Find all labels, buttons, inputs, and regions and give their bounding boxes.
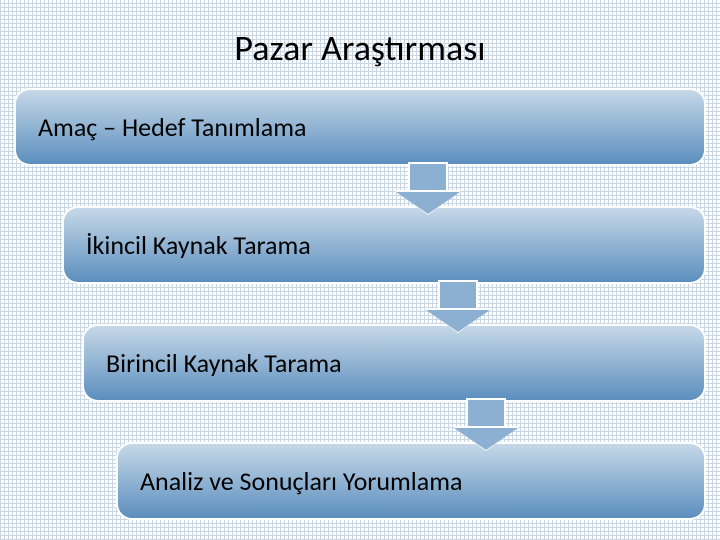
slide-title-text: Pazar Araştırması — [234, 26, 485, 70]
arrow-head-icon — [396, 192, 460, 214]
slide-title: Pazar Araştırması — [0, 26, 720, 70]
process-step-label: Analiz ve Sonuçları Yorumlama — [140, 465, 462, 497]
process-step-3: Birincil Kaynak Tarama — [84, 326, 704, 400]
arrow-head-icon — [454, 428, 518, 450]
process-step-1: Amaç – Hedef Tanımlama — [16, 90, 704, 164]
process-step-label: İkincil Kaynak Tarama — [86, 229, 311, 261]
process-step-label: Birincil Kaynak Tarama — [106, 347, 342, 379]
process-step-4: Analiz ve Sonuçları Yorumlama — [118, 444, 704, 518]
process-step-label: Amaç – Hedef Tanımlama — [38, 111, 306, 143]
arrow-head-icon — [426, 310, 490, 332]
process-step-2: İkincil Kaynak Tarama — [64, 208, 704, 282]
